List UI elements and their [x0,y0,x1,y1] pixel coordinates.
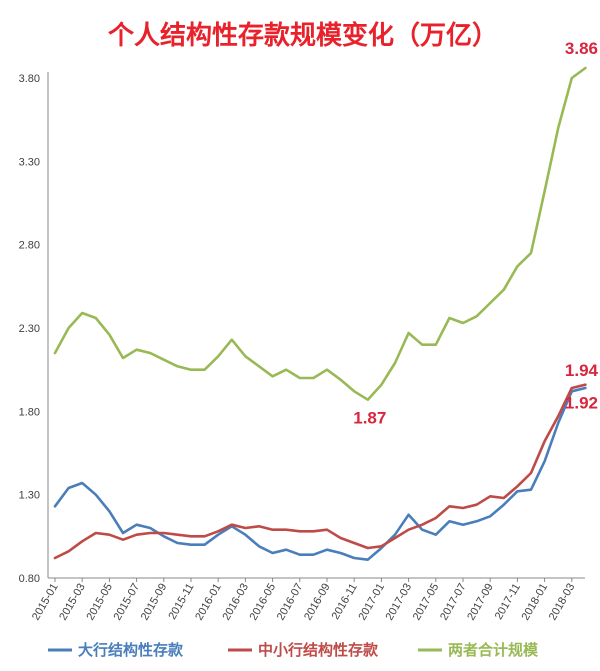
legend-label-1: 大行结构性存款 [78,641,184,659]
y-tick-label: 3.80 [19,73,40,85]
x-tick-label: 2016-11 [330,582,360,622]
legend-label-3: 两者合计规模 [448,641,539,659]
y-tick-label: 1.80 [19,406,40,418]
annotation-label: 3.86 [565,39,598,58]
x-tick-label: 2015-07 [112,582,143,623]
x-tick-label: 2016-07 [275,582,306,623]
annotation-label: 1.92 [565,394,598,413]
x-tick-label: 2017-03 [384,582,415,623]
x-tick-label: 2018-01 [520,582,551,623]
chart-title: 个人结构性存款规模变化（万亿） [108,20,498,51]
y-tick-label: 2.80 [19,240,40,252]
series-line-2 [53,383,587,560]
y-tick-label: 1.30 [19,490,40,502]
legend: 大行结构性存款 中小行结构性存款 两者合计规模 [48,641,539,659]
series-lines [53,66,587,562]
y-tick-label: 2.30 [19,323,40,335]
x-tick-label: 2015-05 [84,582,115,623]
x-tick-label: 2015-01 [30,582,61,623]
x-tick-label: 2016-03 [220,582,251,623]
y-tick-label: 3.30 [19,156,40,168]
x-tick-label: 2016-09 [302,582,333,623]
x-tick-label: 2017-01 [356,582,387,623]
y-tick-label: 0.80 [19,573,40,585]
x-tick-label: 2018-03 [547,582,578,623]
x-tick-label: 2016-01 [193,582,224,623]
x-tick-label: 2015-03 [57,582,88,623]
annotations: 3.86 1.87 1.94 1.92 [353,39,598,428]
series-line-1 [53,386,587,562]
annotation-label: 1.87 [353,409,386,428]
y-axis: 0.80 1.30 1.80 2.30 2.80 3.30 3.80 [19,72,49,585]
x-tick-label: 2017-07 [438,582,469,623]
series-line-3 [53,66,587,402]
x-axis: 2015-012015-032015-052015-072015-092015-… [30,577,585,623]
x-tick-label: 2015-11 [166,582,196,622]
x-tick-label: 2015-09 [139,582,170,623]
x-tick-label: 2017-05 [411,582,442,623]
x-tick-label: 2016-05 [248,582,279,623]
x-tick-label: 2017-11 [493,582,523,622]
legend-label-2: 中小行结构性存款 [258,641,379,659]
annotation-label: 1.94 [565,361,599,380]
x-tick-label: 2017-09 [465,582,496,623]
